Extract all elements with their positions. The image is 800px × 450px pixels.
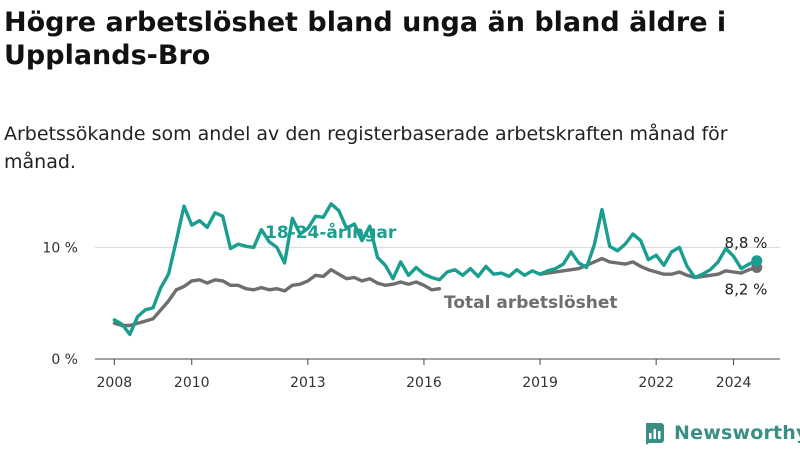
x-tick-label: 2019 (522, 375, 558, 391)
newsworthy-logo-icon (646, 423, 664, 445)
x-tick-label: 2022 (638, 375, 674, 391)
x-tick-label: 2016 (406, 375, 442, 391)
x-tick-label: 2013 (290, 375, 326, 391)
y-tick-label: 10 % (42, 240, 78, 256)
page-title: Högre arbetslöshet bland unga än bland ä… (4, 7, 727, 71)
chart-subtitle: Arbetssökande som andel av den registerb… (4, 123, 728, 173)
brand-logo: Newsworthy (643, 418, 800, 448)
x-tick-label: 2008 (97, 375, 133, 391)
series-line-youth (112, 202, 759, 337)
x-tick-label: 2024 (716, 375, 752, 391)
brand-name: Newsworthy (674, 422, 800, 444)
youth-series-label: 18-24-åringar (265, 221, 397, 243)
total-series-label: Total arbetslöshet (444, 293, 618, 313)
series-line-total (538, 256, 759, 280)
y-tick-label: 0 % (51, 352, 78, 368)
series-line-total (112, 268, 442, 328)
series-end-point-youth (751, 255, 763, 267)
x-tick-label: 2010 (174, 375, 210, 391)
youth-end-label: 8,8 % (725, 234, 768, 252)
total-end-label: 8,2 % (725, 280, 768, 298)
